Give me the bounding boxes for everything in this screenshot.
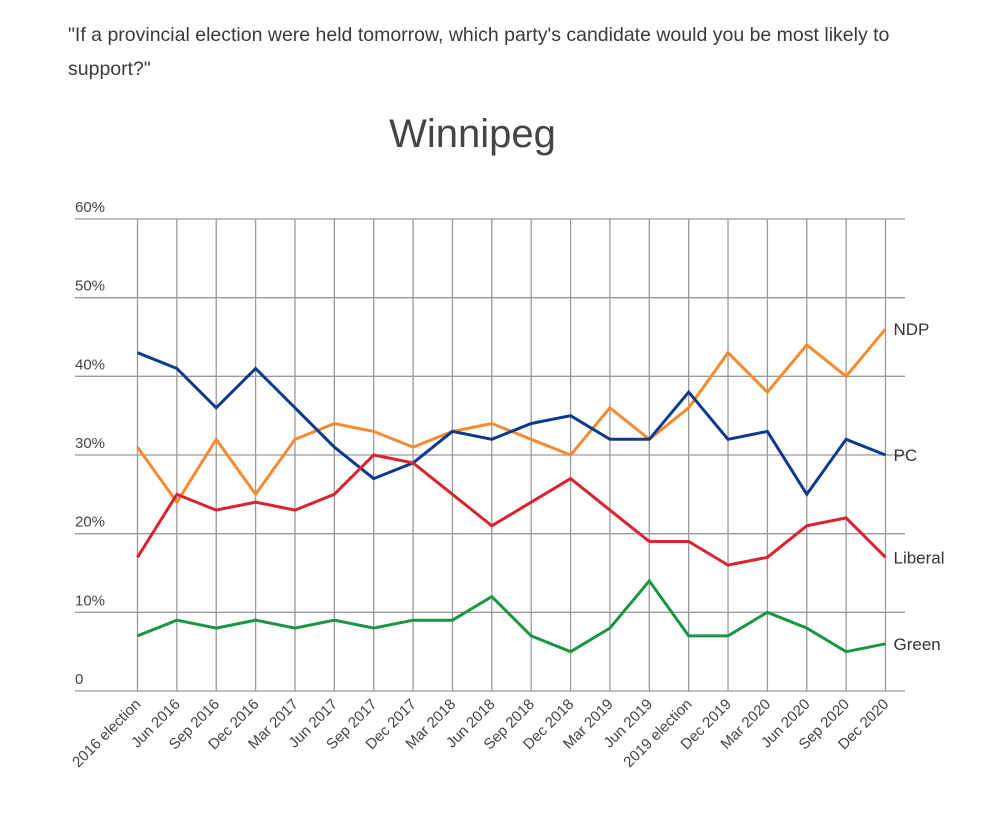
series-line-green [136,578,886,654]
y-tick-label: 40% [75,356,105,373]
y-tick-label: 0 [75,671,83,688]
series-label-liberal: Liberal [894,548,945,567]
y-axis-ticks: 0 10% 20% 30% 40% 50% 60% [75,199,105,688]
y-tick-label: 30% [75,435,105,452]
y-tick-label: 10% [75,592,105,609]
grid [75,218,905,692]
series-label-green: Green [894,635,941,654]
y-tick-label: 50% [75,278,105,295]
series-label-ndp: NDP [894,320,930,339]
series-line-ndp [136,328,887,505]
chart-title: Winnipeg [389,112,556,156]
y-tick-label: 60% [75,199,105,216]
series-label-pc: PC [894,446,918,465]
survey-question: "If a provincial election were held tomo… [68,24,890,80]
series-line-liberal [136,453,887,567]
series-line-pc [136,351,887,497]
series-lines [136,328,887,654]
y-tick-label: 20% [75,514,105,531]
series-labels: NDP PC Liberal Green [894,320,945,654]
